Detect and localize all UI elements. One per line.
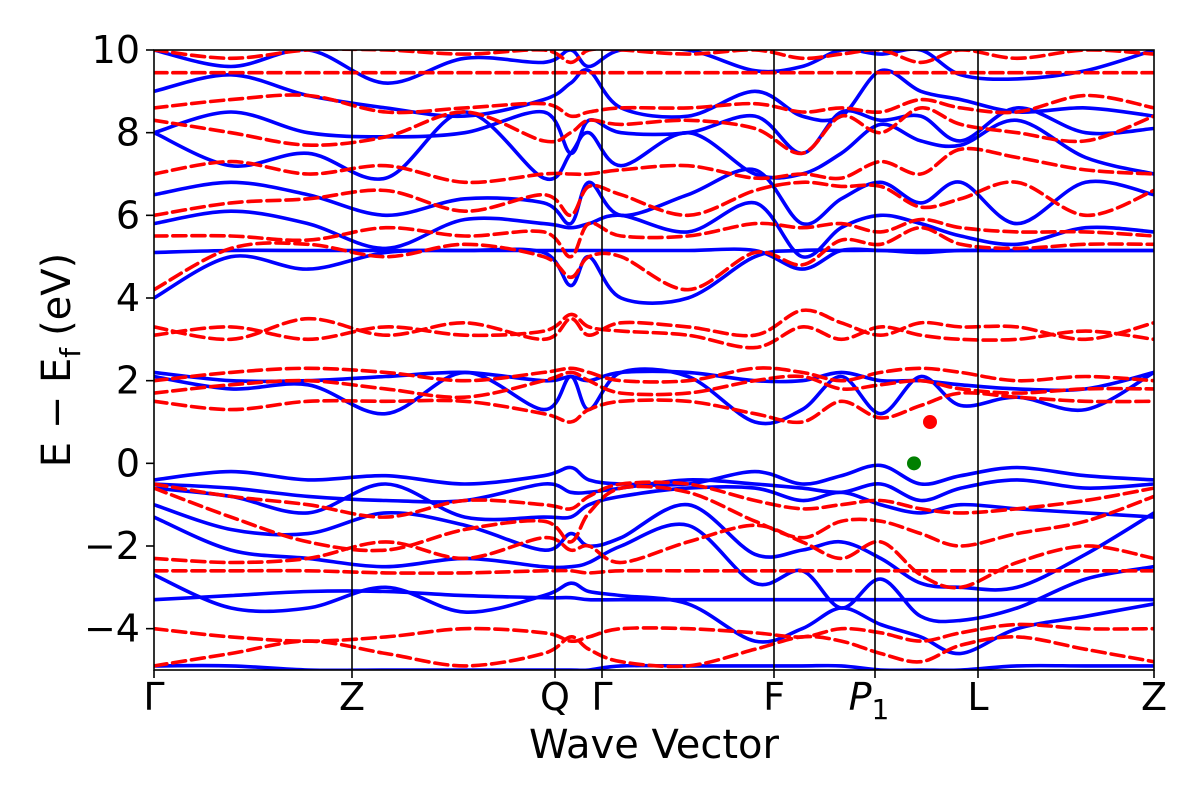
dashed-band-3: [154, 523, 1154, 590]
dashed-band-1: [154, 622, 1154, 644]
solid-band-16: [154, 68, 1154, 123]
y-tick-label: 8: [116, 111, 140, 155]
dashed-band-7: [154, 370, 1154, 400]
dashed-band-8: [154, 366, 1154, 384]
dashed-band-6: [154, 391, 1154, 425]
dashed-band-4: [154, 484, 1154, 553]
kpoint-lines-layer: [351, 50, 979, 670]
x-axis-title: Wave Vector: [529, 722, 780, 768]
dashed-band-12: [154, 217, 1154, 259]
dashed-band-14: [154, 146, 1154, 185]
y-tick-label: 6: [116, 193, 140, 237]
dashed-band-18: [154, 50, 1154, 65]
dashed-band-10: [154, 308, 1154, 342]
x-tick-label: P1: [849, 675, 890, 726]
solid-band-3: [154, 515, 1154, 624]
solid-band-4: [154, 502, 1154, 592]
x-tick-label: Z: [1141, 675, 1167, 719]
dashed-band-9: [154, 312, 1154, 350]
y-axis-title-unit: (eV): [34, 253, 80, 336]
conduction-band-minimum-marker: [923, 415, 937, 429]
y-tick-label: 2: [116, 359, 140, 403]
y-axis-ticks: −4 −2 0 2 4 6 8 10: [84, 28, 154, 651]
x-tick-label: Γ: [143, 675, 164, 719]
valence-band-maximum-marker: [907, 456, 921, 471]
solid-band-2: [154, 573, 1154, 656]
solid-band-6: [154, 478, 1154, 504]
x-axis-ticks: Γ Z Q Γ F P1 L Z: [143, 670, 1167, 726]
plot-frame: [153, 49, 1155, 671]
solid-band-5: [154, 482, 1154, 522]
y-tick-label: −2: [84, 524, 140, 568]
y-axis-title: E − Ef (eV): [34, 253, 87, 468]
dashed-band-0: [154, 634, 1154, 669]
bands-layer: [154, 50, 1154, 670]
solid-band-13: [154, 167, 1154, 226]
dashed-band-16: [154, 93, 1154, 119]
x-tick-label: Γ: [591, 675, 612, 719]
dashed-band-11: [154, 225, 1154, 292]
x-tick-label: F: [763, 675, 785, 719]
y-tick-label: −4: [84, 607, 140, 651]
solid-band-14: [154, 110, 1154, 182]
solid-band-8: [154, 367, 1154, 426]
y-tick-label: 0: [116, 441, 140, 485]
y-tick-label: 4: [116, 276, 140, 320]
solid-band-17: [154, 50, 1154, 85]
dashed-band-5: [154, 480, 1154, 519]
solid-band-12: [154, 200, 1154, 259]
solid-band-11: [154, 247, 1154, 271]
y-axis-title-subscript: f: [54, 347, 87, 358]
x-tick-label: Q: [540, 675, 570, 719]
solid-band-15: [154, 106, 1154, 156]
y-axis-title-main: E − E: [34, 358, 80, 468]
x-tick-label: Z: [339, 675, 365, 719]
markers-layer: [907, 415, 937, 471]
y-tick-label: 10: [92, 28, 140, 72]
solid-band-9: [154, 369, 1154, 393]
dashed-band-2: [154, 568, 1154, 575]
solid-band-1: [154, 589, 1154, 602]
dashed-band-13: [154, 180, 1154, 218]
dashed-band-15: [154, 106, 1154, 156]
x-tick-label: L: [967, 675, 988, 719]
